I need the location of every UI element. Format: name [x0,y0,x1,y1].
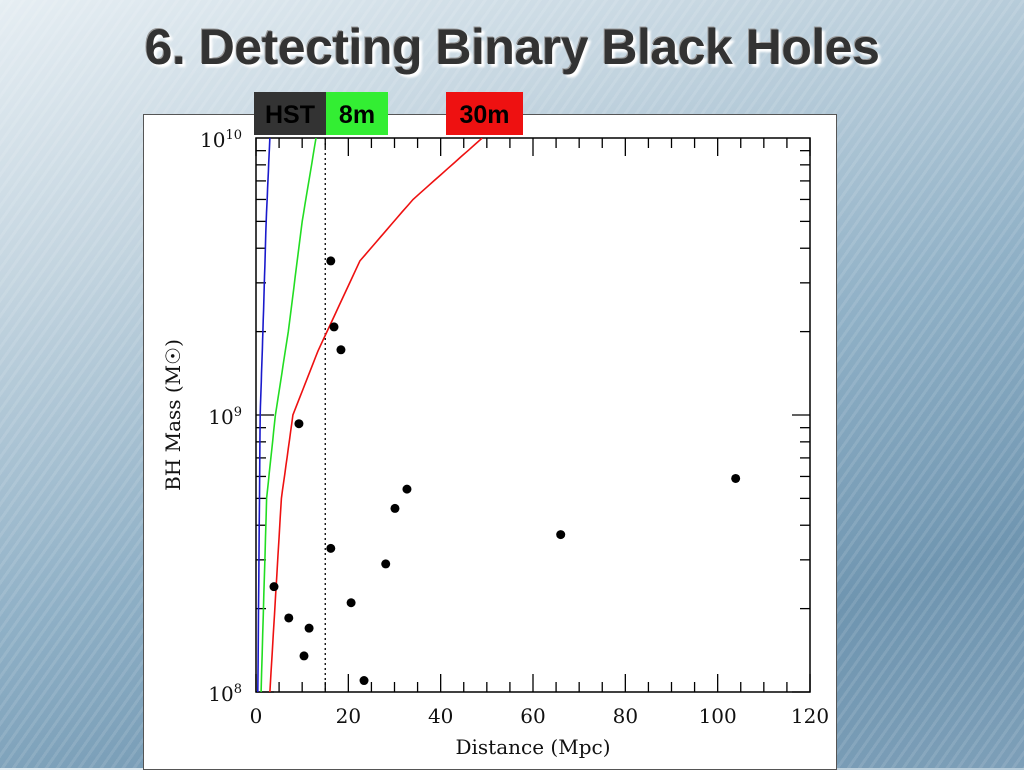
plot-frame [255,137,811,693]
data-point [269,582,279,592]
x-tick-label: 40 [428,704,453,728]
x-axis-label: Distance (Mpc) [455,735,610,759]
curve-hst [257,138,271,692]
label-hst: HST [254,92,326,135]
data-point [390,503,400,513]
data-point [359,676,369,686]
data-point [284,613,294,623]
x-tick-label: 80 [613,704,638,728]
curve-30m [269,138,483,692]
y-tick-label: 109 [208,405,242,429]
data-point [326,543,336,553]
data-point [346,598,356,608]
x-tick-label: 60 [520,704,545,728]
x-tick-label: 100 [699,704,737,728]
data-point [402,484,412,494]
label-30m: 30m [446,92,523,135]
data-point [304,623,314,633]
y-axis-label: BH Mass (M☉) [161,339,185,491]
data-point [299,651,309,661]
data-point [329,322,339,332]
y-tick-label: 1010 [200,128,242,152]
data-point [381,559,391,569]
data-point [731,473,741,483]
x-tick-label: 0 [250,704,263,728]
slide-title: 6. Detecting Binary Black Holes [144,19,880,75]
x-tick-label: 120 [791,704,829,728]
label-8m: 8m [326,92,388,135]
curve-8m [260,138,317,692]
data-point [326,256,336,266]
y-tick-label: 108 [208,682,242,706]
data-point [294,419,304,429]
data-point [556,530,566,540]
x-tick-label: 20 [336,704,361,728]
data-point [336,345,346,355]
